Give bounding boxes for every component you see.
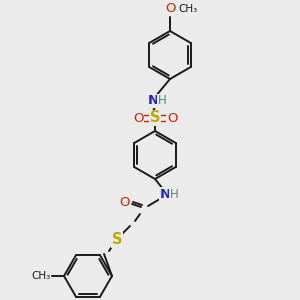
Text: O: O [133, 112, 143, 124]
Text: O: O [120, 196, 130, 209]
Text: N: N [159, 188, 171, 200]
Text: N: N [147, 94, 159, 107]
Text: H: H [169, 188, 178, 200]
Text: CH₃: CH₃ [178, 4, 197, 14]
Text: O: O [165, 2, 175, 16]
Text: O: O [167, 112, 177, 124]
Text: CH₃: CH₃ [32, 271, 51, 281]
Text: S: S [112, 232, 122, 247]
Text: H: H [158, 94, 166, 107]
Text: S: S [150, 110, 160, 125]
